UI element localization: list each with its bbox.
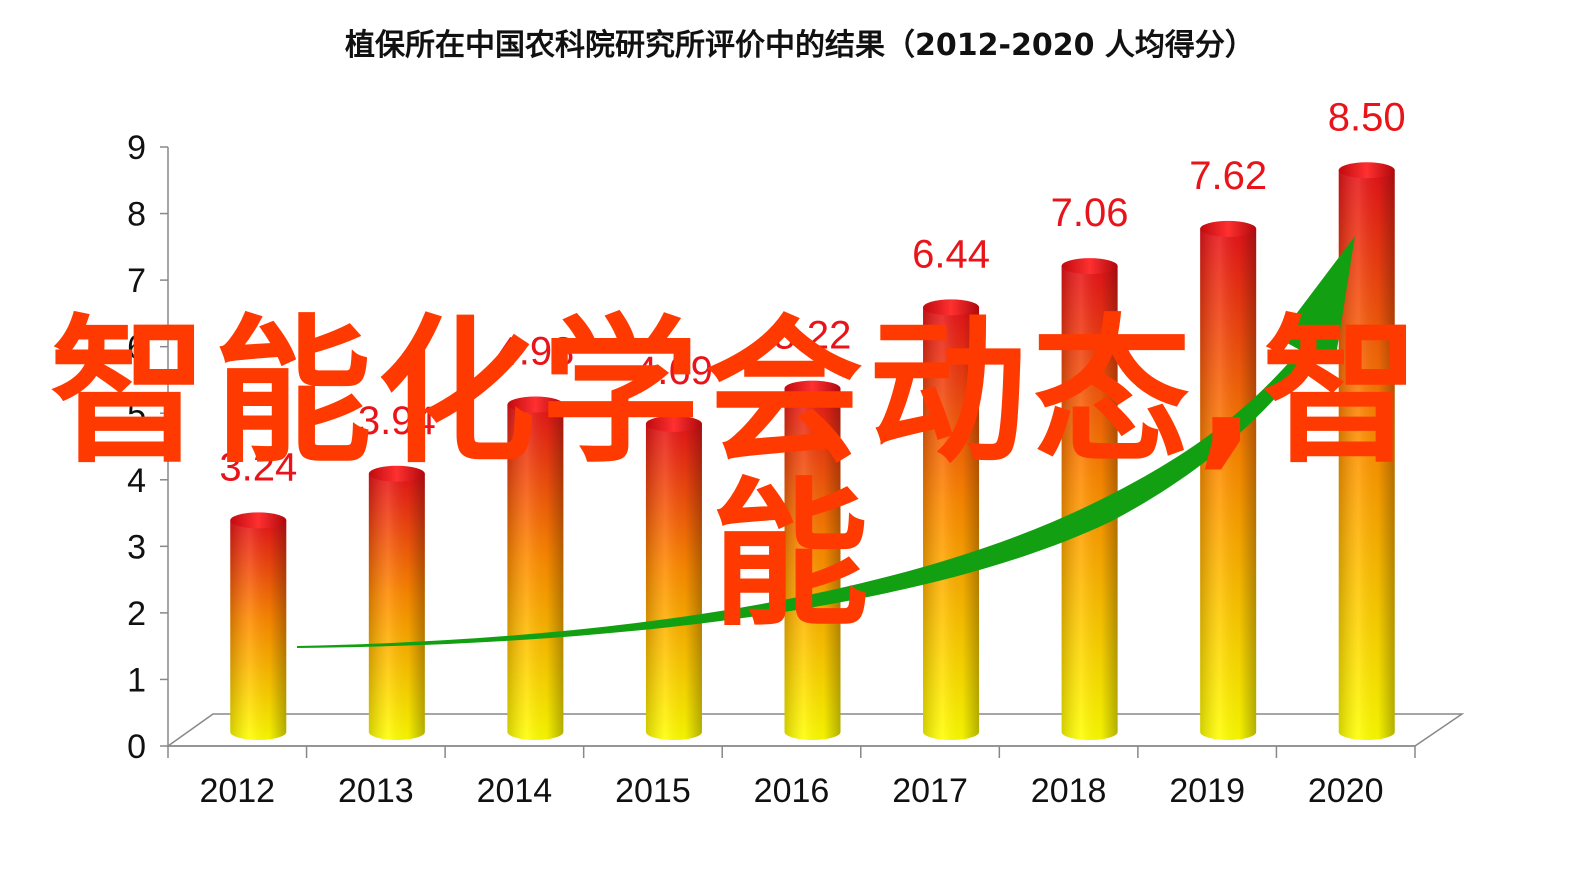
chart-title: 植保所在中国农科院研究所评价中的结果（2012-2020 人均得分）: [345, 28, 1255, 63]
data-label: 4.69: [635, 349, 713, 393]
y-ticks: 0 1 2 3 4 5 6 7 8 9: [127, 129, 168, 766]
y-tick-label: 3: [127, 528, 146, 566]
data-labels: 3.24 3.94 4.98 4.69 5.22 6.44 7.06 7.62 8.50: [219, 95, 1405, 489]
bar: [645, 415, 702, 740]
data-label: 6.44: [912, 232, 990, 276]
x-ticks: 2012 2013 2014 2015 2016 2017 2018 2019 2020: [167, 746, 1416, 810]
x-tick-label: 2019: [1169, 772, 1245, 810]
x-tick-label: 2017: [892, 772, 968, 810]
bar-cap: [923, 299, 980, 316]
bar: [230, 512, 287, 740]
x-tick-label: 2012: [199, 772, 275, 810]
data-label: 7.62: [1189, 154, 1267, 198]
bars: [230, 162, 1395, 740]
bar-cap: [1200, 220, 1257, 237]
bar: [1338, 162, 1395, 740]
bar-cap: [1338, 162, 1395, 179]
bar-shade: [923, 307, 980, 740]
bar-shade: [1200, 228, 1257, 740]
overlay-text-line2: 能: [711, 464, 869, 648]
bar: [1061, 258, 1118, 740]
bar: [1200, 220, 1257, 740]
data-label: 5.22: [774, 314, 852, 358]
x-tick-label: 2018: [1031, 772, 1107, 810]
bar-cap: [368, 465, 425, 482]
data-label: 4.98: [496, 330, 574, 374]
bar-shade: [368, 473, 425, 740]
bar-cap: [230, 512, 287, 529]
bar: [507, 396, 564, 740]
x-tick-label: 2016: [754, 772, 830, 810]
data-label: 7.06: [1051, 191, 1129, 235]
bar-cap: [507, 396, 564, 413]
bar: [784, 380, 841, 740]
y-tick-label: 5: [127, 395, 146, 433]
y-tick-label: 4: [127, 462, 146, 500]
x-tick-label: 2013: [338, 772, 414, 810]
y-tick-label: 2: [127, 595, 146, 633]
bar-cap: [645, 415, 702, 432]
bar-shade: [1338, 170, 1395, 740]
y-tick-label: 6: [127, 329, 146, 367]
bar-shade: [1061, 266, 1118, 740]
bar-shade: [645, 423, 702, 740]
data-label: 3.94: [358, 399, 436, 443]
bar: [923, 299, 980, 740]
bar-shade: [784, 388, 841, 740]
bar-cap: [1061, 258, 1118, 275]
data-label: 8.50: [1328, 95, 1406, 139]
bar: [368, 465, 425, 740]
y-tick-label: 0: [127, 728, 146, 766]
y-tick-label: 1: [127, 661, 146, 699]
y-tick-label: 9: [127, 129, 146, 167]
overlay-text-line1: 智能化学会动态,智: [50, 301, 1420, 485]
data-label: 3.24: [219, 445, 297, 489]
x-tick-label: 2015: [615, 772, 691, 810]
bar-shade: [507, 404, 564, 740]
y-tick-label: 7: [127, 262, 146, 300]
x-tick-label: 2014: [477, 772, 553, 810]
bar-shade: [230, 520, 287, 740]
bar-cap: [784, 380, 841, 397]
x-tick-label: 2020: [1308, 772, 1384, 810]
y-tick-label: 8: [127, 196, 146, 234]
